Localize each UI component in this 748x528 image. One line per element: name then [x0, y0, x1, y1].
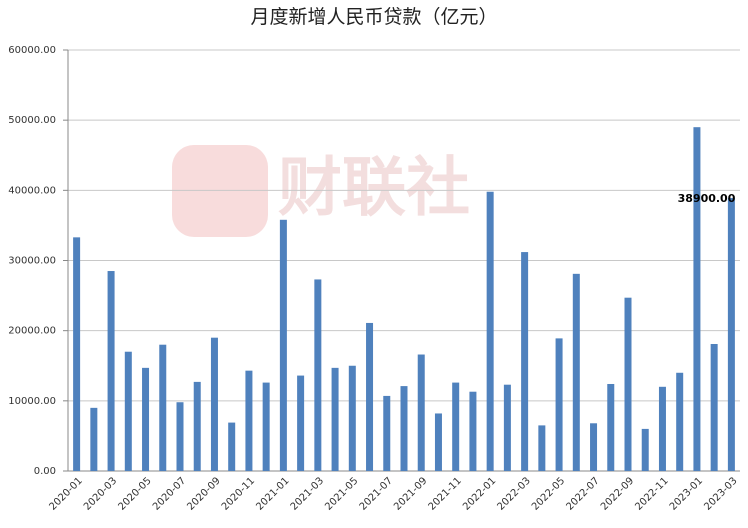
bar [383, 395, 391, 471]
x-tick-label: 2020-01 [48, 475, 85, 512]
watermark-logo [172, 145, 268, 237]
bar [503, 384, 511, 471]
bar [210, 337, 218, 471]
bar [193, 381, 201, 471]
x-tick-label: 2021-05 [323, 475, 360, 512]
x-tick-label: 2021-03 [289, 475, 326, 512]
bar [658, 386, 666, 471]
x-tick-label: 2020-11 [220, 475, 257, 512]
x-tick-label: 2023-03 [702, 475, 739, 512]
bar [452, 382, 460, 471]
bar [279, 219, 287, 471]
y-tick-label: 10000.00 [8, 396, 56, 407]
x-tick-label: 2020-07 [151, 475, 188, 512]
bar [400, 386, 408, 471]
x-tick-label: 2020-05 [116, 475, 153, 512]
y-tick-label: 60000.00 [8, 45, 56, 56]
bar [142, 367, 150, 471]
bar [245, 370, 253, 471]
bar [366, 322, 374, 471]
x-tick-label: 2021-11 [427, 475, 464, 512]
bar [486, 191, 494, 471]
bar [710, 343, 718, 471]
bar [607, 383, 615, 471]
bar [107, 271, 115, 471]
bar [572, 273, 580, 471]
bar [590, 423, 598, 471]
y-tick-label: 0.00 [34, 466, 56, 477]
chart-title: 月度新增人民币贷款（亿元） [250, 6, 497, 28]
y-tick-label: 30000.00 [8, 256, 56, 267]
bar [124, 351, 132, 471]
bar [90, 407, 98, 471]
bar [555, 338, 563, 471]
bar [314, 279, 322, 471]
x-tick-label: 2021-07 [358, 475, 395, 512]
bar [348, 365, 356, 471]
bar [228, 422, 236, 471]
y-tick-label: 40000.00 [8, 185, 56, 196]
x-tick-label: 2022-03 [496, 475, 533, 512]
x-tick-label: 2020-09 [185, 475, 222, 512]
bar [676, 372, 684, 471]
x-tick-label: 2022-01 [461, 475, 498, 512]
bar [641, 428, 649, 471]
bar [434, 413, 442, 471]
bar [262, 382, 270, 471]
bar [624, 297, 632, 471]
bar [176, 402, 184, 471]
x-tick-label: 2022-11 [633, 475, 670, 512]
y-tick-label: 20000.00 [8, 326, 56, 337]
x-tick-label: 2020-03 [82, 475, 119, 512]
x-tick-label: 2021-01 [254, 475, 291, 512]
bar [693, 127, 701, 471]
bar [331, 367, 339, 471]
x-tick-label: 2021-09 [392, 475, 429, 512]
y-tick-label: 50000.00 [8, 115, 56, 126]
bar [73, 237, 81, 471]
bar [297, 375, 305, 471]
bar [469, 391, 477, 471]
x-tick-label: 2022-09 [599, 475, 636, 512]
bar [727, 198, 735, 471]
watermark: 财联社 [278, 152, 470, 226]
x-tick-label: 2022-05 [530, 475, 567, 512]
value-label: 38900.00 [678, 192, 736, 205]
bar [521, 252, 529, 471]
x-tick-label: 2022-07 [564, 475, 601, 512]
bar [417, 354, 425, 471]
bar [159, 344, 167, 471]
bar [538, 425, 546, 471]
x-tick-label: 2023-01 [668, 475, 705, 512]
